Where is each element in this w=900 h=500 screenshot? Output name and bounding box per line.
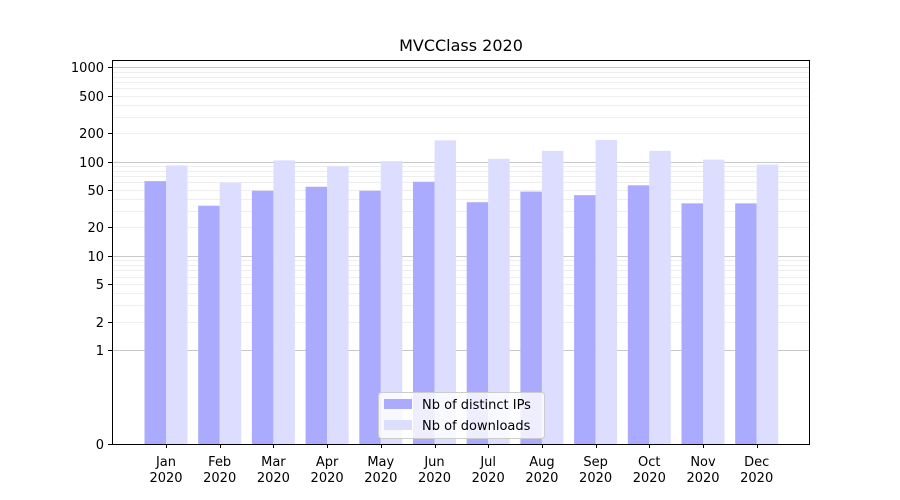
- y-tick-label: 200: [79, 127, 104, 142]
- legend-swatch-downloads: [384, 420, 412, 430]
- x-tick-label-year: 2020: [472, 471, 505, 486]
- x-tick-label-year: 2020: [149, 471, 182, 486]
- x-tick-label-year: 2020: [686, 471, 719, 486]
- x-tick-label-month: Feb: [208, 455, 231, 470]
- y-tick-label: 500: [79, 90, 104, 105]
- bar-downloads-aug: [541, 150, 564, 445]
- legend: Nb of distinct IPs Nb of downloads: [378, 392, 545, 439]
- chart-title: MVCClass 2020: [399, 36, 523, 55]
- y-tick-label: 1000: [71, 61, 104, 76]
- bar-distinct-ips-feb: [198, 205, 220, 444]
- bar-distinct-ips-apr: [305, 186, 328, 444]
- bar-downloads-may: [380, 161, 403, 444]
- y-tick-label: 10: [87, 250, 104, 265]
- bar-distinct-ips-nov: [681, 203, 703, 444]
- bar-distinct-ips-oct: [627, 185, 650, 445]
- bar-distinct-ips-jan: [144, 181, 166, 444]
- x-tick-label-month: Jan: [155, 455, 176, 470]
- x-tick-label-year: 2020: [203, 471, 236, 486]
- legend-box: [378, 392, 545, 439]
- x-tick-label-year: 2020: [418, 471, 451, 486]
- y-tick-label: 5: [96, 278, 104, 293]
- y-tick-label: 50: [87, 184, 104, 199]
- x-tick-label-year: 2020: [257, 471, 290, 486]
- bar-downloads-feb: [219, 182, 242, 444]
- x-tick-label-month: Mar: [261, 455, 286, 470]
- bar-distinct-ips-jun: [413, 181, 435, 445]
- bar-downloads-jun: [434, 140, 456, 444]
- bar-downloads-nov: [703, 159, 725, 444]
- bar-downloads-sep: [595, 139, 618, 444]
- x-tick-label-year: 2020: [633, 471, 666, 486]
- plot-frame: [112, 60, 810, 445]
- y-tick-label: 100: [79, 156, 104, 171]
- legend-label-distinct-ips: Nb of distinct IPs: [422, 398, 531, 413]
- y-axis: 0 1 2 5 10 20 50 100 200 500 1000: [71, 61, 112, 453]
- x-tick-label-year: 2020: [311, 471, 344, 486]
- x-tick-label-month: Nov: [690, 455, 716, 470]
- bars-layer: [144, 139, 779, 445]
- legend-label-downloads: Nb of downloads: [422, 419, 531, 434]
- bar-downloads-jul: [488, 158, 510, 444]
- x-axis: Jan2020Feb2020Mar2020Apr2020May2020Jun20…: [149, 444, 773, 486]
- bar-distinct-ips-dec: [735, 203, 757, 444]
- y-tick-label: 0: [96, 438, 104, 453]
- x-tick-label-month: Sep: [583, 455, 608, 470]
- x-tick-label-year: 2020: [525, 471, 558, 486]
- x-tick-label-year: 2020: [364, 471, 397, 486]
- x-tick-label-month: Jun: [423, 455, 444, 470]
- bar-downloads-apr: [327, 166, 349, 444]
- x-tick-label-year: 2020: [740, 471, 773, 486]
- x-tick-label-month: Aug: [529, 455, 554, 470]
- x-tick-label-month: Oct: [638, 455, 660, 470]
- legend-swatch-distinct-ips: [384, 399, 412, 409]
- bar-downloads-mar: [273, 160, 295, 444]
- bar-downloads-jan: [166, 165, 188, 444]
- y-tick-label: 1: [96, 344, 104, 359]
- x-tick-label-month: Jul: [479, 455, 496, 470]
- x-tick-label-month: Apr: [316, 455, 339, 470]
- x-tick-label-month: Dec: [744, 455, 769, 470]
- x-tick-label-year: 2020: [579, 471, 612, 486]
- bar-distinct-ips-jul: [466, 202, 489, 444]
- y-tick-label: 2: [96, 316, 104, 331]
- y-tick-label: 20: [87, 221, 104, 236]
- bar-distinct-ips-sep: [574, 195, 596, 444]
- bar-distinct-ips-aug: [520, 191, 542, 444]
- bar-distinct-ips-mar: [251, 190, 274, 444]
- x-tick-label-month: May: [367, 455, 394, 470]
- bar-downloads-dec: [756, 164, 779, 444]
- bar-downloads-oct: [649, 150, 671, 445]
- bar-distinct-ips-may: [359, 190, 381, 444]
